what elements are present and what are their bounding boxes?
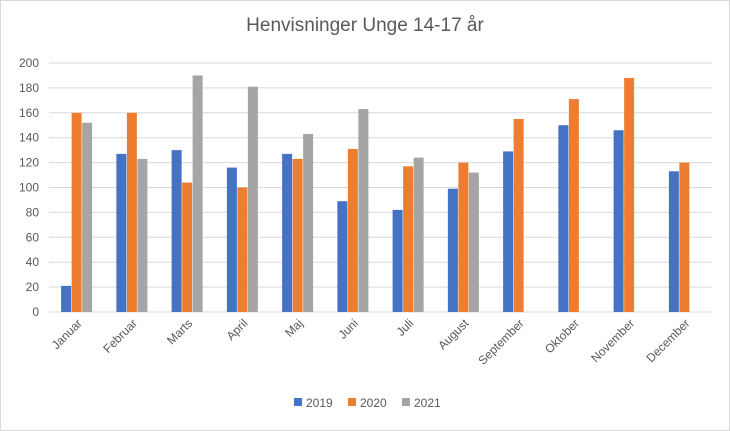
- x-tick-label: December: [643, 316, 692, 365]
- bar-2020-november: [624, 77, 635, 312]
- bar-2019-april: [226, 167, 237, 312]
- y-tick-label: 140: [19, 131, 39, 145]
- x-tick-label: Juni: [336, 316, 361, 341]
- bar-2021-april: [247, 86, 258, 312]
- bar-2019-december: [668, 171, 679, 312]
- bar-2021-marts: [192, 75, 203, 312]
- bar-2019-maj: [282, 153, 293, 312]
- x-axis-ticks: Januar Februar Marts April Maj Juni Juli August…: [49, 316, 693, 368]
- x-tick-label: November: [588, 316, 637, 365]
- y-tick-label: 60: [26, 230, 40, 244]
- bar-2020-februar: [126, 112, 137, 312]
- legend-label-2021: 2021: [414, 396, 441, 410]
- legend-label-2019: 2019: [306, 396, 333, 410]
- bar-2020-maj: [292, 158, 303, 312]
- bar-2020-august: [458, 162, 469, 312]
- bar-2021-maj: [303, 133, 314, 312]
- bar-2019-juni: [337, 201, 348, 312]
- legend-label-2020: 2020: [360, 396, 387, 410]
- x-tick-label: Juli: [394, 316, 417, 339]
- bar-2020-januar: [71, 112, 82, 312]
- bar-2019-januar: [61, 285, 72, 312]
- chart-title: Henvisninger Unge 14-17 år: [246, 15, 484, 36]
- bar-2020-juli: [403, 166, 414, 312]
- x-tick-label: Februar: [100, 316, 140, 356]
- bar-2021-juni: [358, 109, 369, 312]
- bar-2020-september: [513, 119, 524, 313]
- bar-2019-november: [613, 130, 624, 312]
- bar-2020-april: [237, 187, 248, 312]
- bar-2019-oktober: [558, 125, 569, 312]
- y-tick-label: 0: [32, 305, 39, 319]
- x-tick-label: Januar: [49, 316, 85, 352]
- x-tick-label: Marts: [164, 316, 195, 347]
- y-tick-label: 100: [19, 181, 39, 195]
- bar-2020-december: [679, 162, 690, 312]
- bar-2019-marts: [171, 150, 182, 312]
- y-tick-label: 160: [19, 106, 39, 120]
- bar-2021-juli: [413, 157, 424, 312]
- x-tick-label: April: [224, 316, 251, 343]
- bar-2021-februar: [137, 158, 148, 312]
- x-tick-label: August: [435, 316, 472, 353]
- x-tick-label: September: [475, 316, 526, 367]
- y-tick-label: 120: [19, 156, 39, 170]
- bar-2021-januar: [82, 122, 93, 312]
- legend-swatch-2021: [402, 398, 410, 406]
- y-axis-ticks: 0 20 40 60 80 100 120 140 160 180 200: [19, 56, 39, 319]
- bar-2019-september: [503, 151, 514, 312]
- bar-2020-juni: [347, 148, 358, 312]
- y-tick-label: 200: [19, 56, 39, 70]
- legend-swatch-2020: [348, 398, 356, 406]
- y-tick-label: 20: [26, 280, 40, 294]
- legend: 2019 2020 2021: [294, 396, 441, 410]
- bar-layer: [61, 75, 690, 313]
- grid-layer: [49, 62, 712, 313]
- y-tick-label: 40: [26, 255, 40, 269]
- bar-2019-august: [447, 188, 458, 312]
- bar-2019-juli: [392, 209, 403, 312]
- x-tick-label: Oktober: [542, 316, 582, 356]
- bar-2020-marts: [182, 182, 193, 312]
- y-tick-label: 180: [19, 81, 39, 95]
- bar-2020-oktober: [568, 99, 579, 312]
- bar-2021-august: [468, 172, 479, 312]
- legend-swatch-2019: [294, 398, 302, 406]
- y-tick-label: 80: [26, 205, 40, 219]
- bar-2019-februar: [116, 153, 127, 312]
- x-tick-label: Maj: [282, 316, 306, 340]
